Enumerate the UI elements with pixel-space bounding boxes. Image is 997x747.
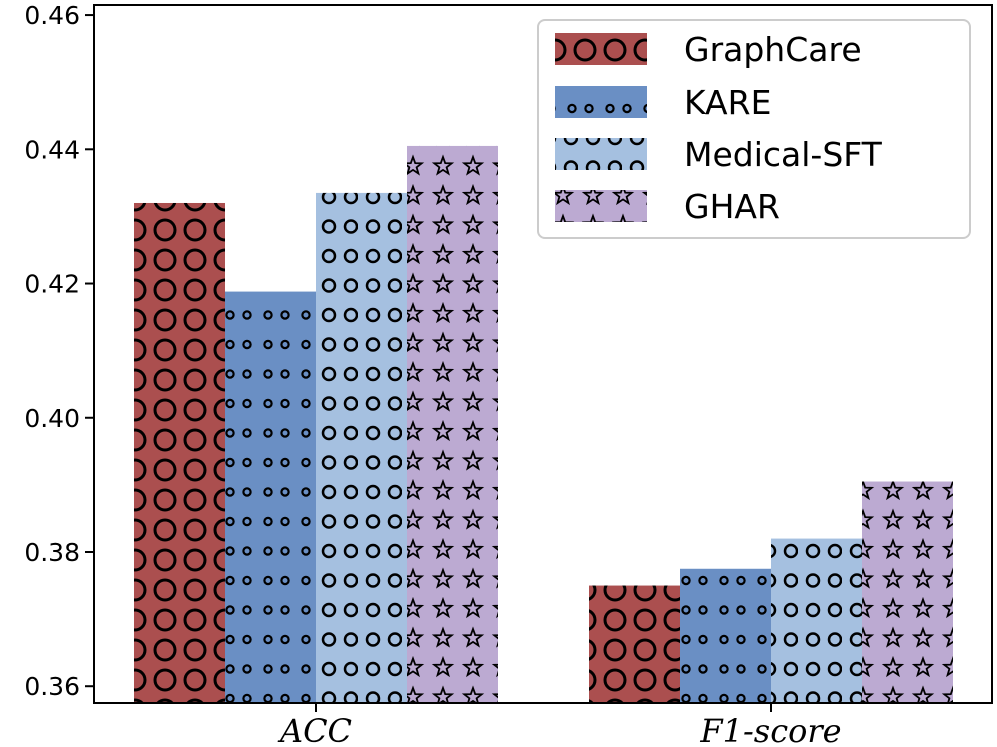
y-tick-label: 0.36	[24, 672, 80, 701]
legend-box	[537, 19, 971, 239]
bar-hatch	[225, 291, 316, 703]
bar-medical-sft-f1-score	[771, 538, 862, 703]
legend-label-medical-sft: Medical-SFT	[684, 135, 883, 174]
y-axis: 0.36 0.38 0.40 0.42 0.44 0.46	[24, 1, 94, 701]
legend-item-medical-sft: Medical-SFT	[555, 135, 883, 174]
bar-graphcare-f1-score	[589, 585, 680, 703]
x-tick-label-acc: ACC	[277, 712, 352, 747]
legend-label-ghar: GHAR	[684, 187, 780, 226]
legend-label-kare: KARE	[684, 83, 771, 122]
legend-hatch-ghar	[555, 190, 647, 222]
bar-ghar-acc	[407, 145, 498, 703]
bar-kare-acc	[225, 291, 316, 703]
legend: GraphCare KARE Medical-SFT GHAR	[537, 19, 971, 239]
bar-hatch	[589, 585, 680, 703]
bar-hatch	[862, 481, 953, 703]
bar-hatch	[316, 192, 407, 703]
legend-hatch-kare	[555, 86, 647, 118]
legend-hatch-medical-sft	[555, 138, 647, 170]
plot-frame	[93, 4, 993, 704]
y-tick-label: 0.42	[24, 270, 80, 299]
bar-hatch	[680, 568, 771, 703]
legend-item-graphcare: GraphCare	[555, 30, 862, 69]
y-tick-label: 0.38	[24, 538, 80, 567]
bar-hatch	[134, 202, 225, 703]
bar-kare-f1-score	[680, 568, 771, 703]
legend-hatch-graphcare	[555, 33, 647, 65]
bar-hatch	[407, 145, 498, 703]
bar-hatch	[771, 538, 862, 703]
y-tick-label: 0.46	[24, 1, 80, 30]
y-tick-label: 0.40	[24, 404, 80, 433]
legend-item-kare: KARE	[555, 83, 771, 122]
bar-ghar-f1-score	[862, 481, 953, 703]
x-tick-label-f1-score: F1-score	[699, 712, 841, 747]
bar-medical-sft-acc	[316, 192, 407, 703]
bars	[134, 145, 953, 703]
x-axis: ACC F1-score	[277, 703, 842, 747]
legend-label-graphcare: GraphCare	[684, 30, 862, 69]
y-tick-label: 0.44	[24, 135, 80, 164]
bar-graphcare-acc	[134, 202, 225, 703]
legend-item-ghar: GHAR	[555, 187, 780, 226]
